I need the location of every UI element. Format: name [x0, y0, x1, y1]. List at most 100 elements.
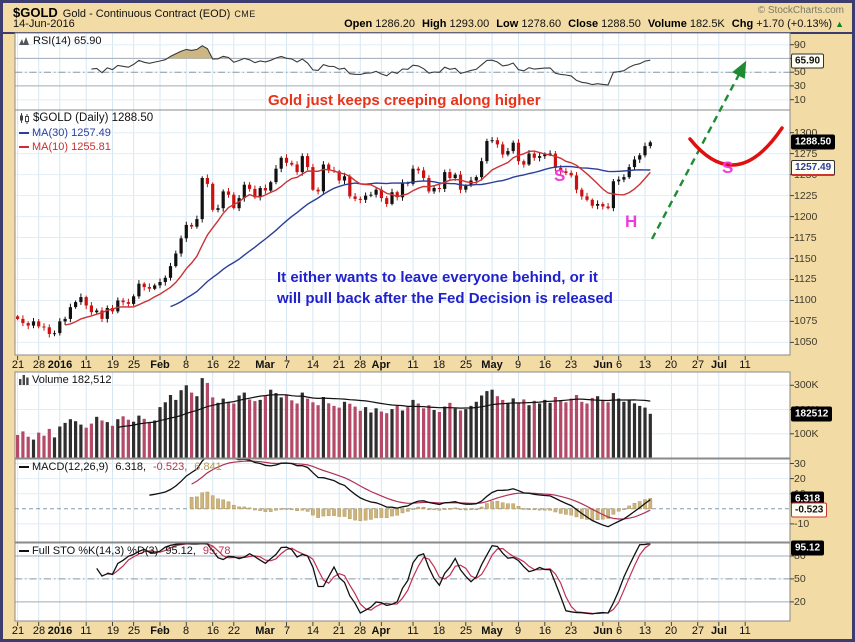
low-label: Low: [496, 18, 519, 30]
close-label: Close: [568, 18, 599, 30]
candlestick-icon: [19, 112, 30, 124]
x-axis-label: 13: [638, 625, 652, 637]
rsi-label-text: RSI(14) 65.90: [33, 35, 102, 47]
x-axis-label: 25: [127, 625, 141, 637]
x-axis-label: 9: [514, 359, 522, 371]
macd-value-line: 6.318,: [115, 461, 147, 473]
x-axis-label: 22: [227, 625, 241, 637]
volume-label: Volume: [647, 18, 687, 30]
y-axis-label: -10: [794, 518, 810, 530]
x-axis-label: 20: [664, 359, 678, 371]
y-axis-label: 1175: [794, 232, 817, 244]
y-axis-label: 90: [794, 39, 806, 51]
left-shoulder-marker: S: [554, 166, 566, 185]
x-axis-label: 19: [106, 359, 120, 371]
y-axis-label: 20: [794, 473, 806, 485]
x-axis-label: 16: [538, 625, 552, 637]
volume-value: 182.5K: [689, 18, 725, 30]
price-panel-title: $GOLD (Daily) 1288.50: [19, 112, 153, 124]
x-axis-label: 7: [283, 625, 291, 637]
copyright: © StockCharts.com: [757, 5, 844, 16]
y-axis-label: 1150: [794, 253, 817, 265]
x-axis-label: Jun: [593, 359, 613, 371]
x-axis-label: 27: [691, 625, 705, 637]
x-axis-label: 14: [306, 625, 320, 637]
y-axis-label: 300K: [794, 379, 819, 391]
ma10-line: [64, 150, 651, 326]
x-axis-label: 28: [353, 359, 367, 371]
volume-label-text: Volume 182,512: [32, 374, 112, 386]
x-axis-label: 25: [459, 359, 473, 371]
exchange: CME: [234, 9, 256, 19]
y-axis-label: 1200: [794, 211, 818, 223]
close-value: 1288.50: [601, 18, 641, 30]
y-axis-label: 20: [794, 596, 806, 608]
sto-k-line: [96, 543, 651, 615]
x-axis-label: Mar: [255, 359, 275, 371]
y-axis-label: 1075: [794, 315, 818, 327]
x-axis-label: 8: [182, 359, 190, 371]
annotation-blue-line2: will pull back after the Fed Decision is…: [277, 290, 613, 307]
x-axis-label: 25: [127, 359, 141, 371]
ma10-legend-dash: [19, 146, 29, 148]
annotation-blue-line1: It either wants to leave everyone behind…: [277, 269, 598, 286]
x-axis-label: 7: [283, 359, 291, 371]
y-axis-label: 30: [794, 458, 806, 470]
green-trend-arrow: [650, 60, 747, 240]
macd-value-hist: -0.523,: [153, 461, 188, 473]
x-axis-label: 25: [459, 625, 473, 637]
sto-value-k: 95.12,: [165, 545, 196, 557]
macd-value-signal: 6.841: [194, 461, 222, 473]
x-axis-label: Jun: [593, 625, 613, 637]
x-axis-label: 13: [638, 359, 652, 371]
x-axis-label: Feb: [150, 359, 170, 371]
volume-value-badge: 182512: [791, 406, 833, 422]
high-label: High: [422, 18, 447, 30]
ma30-legend: MA(30) 1257.49: [19, 127, 111, 139]
sto-series: [96, 543, 651, 615]
quote-row: 14-Jun-2016 Open 1286.20 High 1293.00 Low …: [13, 18, 844, 32]
annotation-blue-text: It either wants to leave everyone behind…: [277, 267, 613, 309]
x-axis-label: 11: [80, 359, 92, 371]
x-axis-label: 22: [227, 359, 241, 371]
x-axis-label: 28: [32, 625, 46, 637]
macd-line-icon: [19, 466, 29, 468]
y-axis-label: 50: [794, 573, 806, 585]
x-axis-label: 28: [32, 359, 46, 371]
symbol: $GOLD: [13, 5, 58, 20]
x-axis-label: 6: [615, 625, 623, 637]
volume-series: [16, 378, 652, 458]
ma30-legend-dash: [19, 132, 29, 134]
sto-panel-label: Full STO %K(14,3) %D(3) 95.12, 95.78: [19, 545, 230, 557]
x-axis-label: Apr: [371, 359, 391, 371]
x-axis-label: Mar: [255, 625, 275, 637]
macd-series: [149, 459, 653, 528]
y-axis-label: 1225: [794, 190, 818, 202]
symbol-description: Gold - Continuous Contract (EOD): [62, 8, 231, 20]
sto-value-d: 95.78: [202, 545, 231, 557]
annotation-red-text: Gold just keeps creeping along higher: [268, 92, 541, 109]
x-axis-label: Jul: [711, 359, 727, 371]
quote-date: 14-Jun-2016: [13, 18, 75, 30]
x-axis-label: 9: [514, 625, 522, 637]
y-axis-label: 10: [794, 94, 806, 106]
chart-header: $GOLD Gold - Continuous Contract (EOD) CME…: [13, 4, 844, 20]
ma30-label-text: MA(30) 1257.49: [32, 127, 111, 139]
x-axis-label: 8: [182, 625, 190, 637]
volume-ma-line: [117, 394, 651, 428]
x-axis-label: 11: [407, 359, 419, 371]
x-axis-label: 23: [564, 359, 578, 371]
open-label: Open: [344, 18, 373, 30]
right-shoulder-marker: S: [722, 158, 734, 177]
open-value: 1286.20: [375, 18, 416, 30]
price-title-text: $GOLD (Daily) 1288.50: [33, 112, 154, 124]
last-price-badge: 1288.50: [791, 134, 836, 150]
x-axis-label: May: [481, 359, 503, 371]
chart-plot: [14, 32, 794, 626]
ma10-label-text: MA(10) 1255.81: [32, 141, 111, 153]
x-axis-label: 23: [564, 625, 578, 637]
y-axis-label: 80: [794, 550, 806, 562]
x-axis-label: 11: [407, 625, 419, 637]
macd-panel-label: MACD(12,26,9) 6.318, -0.523, 6.841: [19, 461, 222, 473]
x-axis-label: 18: [432, 359, 446, 371]
